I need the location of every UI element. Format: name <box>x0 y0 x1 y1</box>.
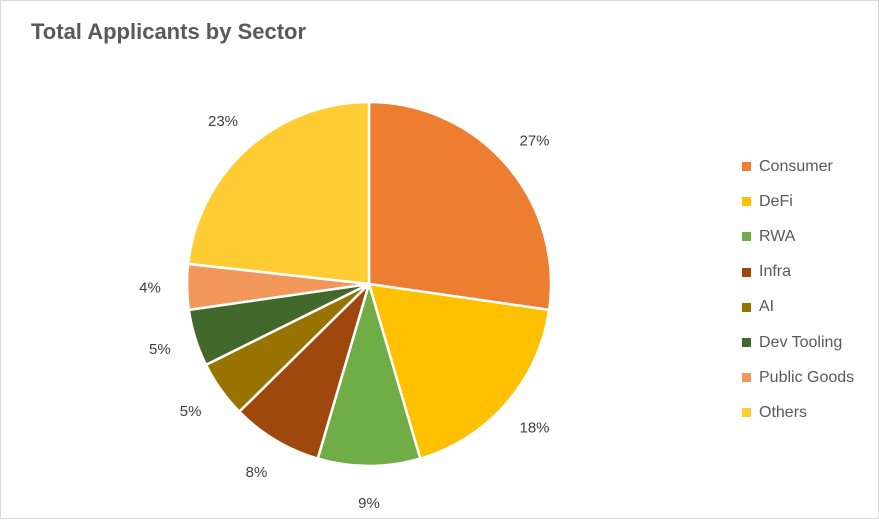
pie-slice-infra <box>238 282 371 460</box>
legend-item-consumer: Consumer <box>742 149 854 184</box>
legend-swatch <box>742 373 751 383</box>
legend-item-ai: AI <box>742 290 854 325</box>
legend-item-public-goods: Public Goods <box>742 360 854 395</box>
legend-item-infra: Infra <box>742 255 854 290</box>
data-label-defi: 18% <box>519 419 549 436</box>
chart-title: Total Applicants by Sector <box>31 19 307 44</box>
legend-label: Consumer <box>759 157 833 175</box>
legend-label: AI <box>759 298 775 316</box>
legend-label: Dev Tooling <box>759 333 843 351</box>
pie-slice-rwa <box>316 282 422 468</box>
legend-label: Others <box>759 403 808 421</box>
legend-swatch <box>742 338 751 348</box>
pie-slice-defi <box>367 282 551 460</box>
legend-item-defi: DeFi <box>742 184 854 219</box>
data-label-infra: 8% <box>246 464 268 481</box>
legend-swatch <box>742 408 751 418</box>
legend-swatch <box>742 162 751 172</box>
legend-item-rwa: RWA <box>742 219 854 254</box>
pie-slice-consumer <box>367 100 553 312</box>
legend-swatch <box>742 232 751 242</box>
pie-slice-others <box>186 100 371 286</box>
legend-label: RWA <box>759 227 796 245</box>
legend-swatch <box>742 302 751 312</box>
legend-label: DeFi <box>759 192 793 210</box>
data-label-others: 23% <box>208 113 238 130</box>
data-label-ai: 5% <box>180 403 202 420</box>
legend-swatch <box>742 197 751 207</box>
data-label-public-goods: 4% <box>139 280 161 297</box>
data-label-rwa: 9% <box>358 495 380 512</box>
data-label-consumer: 27% <box>519 133 549 150</box>
data-label-dev-tooling: 5% <box>149 341 171 358</box>
legend-label: Infra <box>759 263 792 281</box>
legend: Consumer DeFi RWA Infra AI Dev Tooling Public … <box>742 149 854 431</box>
legend-item-dev-tooling: Dev Tooling <box>742 325 854 360</box>
legend-label: Public Goods <box>759 368 855 386</box>
legend-item-others: Others <box>742 395 854 430</box>
legend-swatch <box>742 267 751 277</box>
